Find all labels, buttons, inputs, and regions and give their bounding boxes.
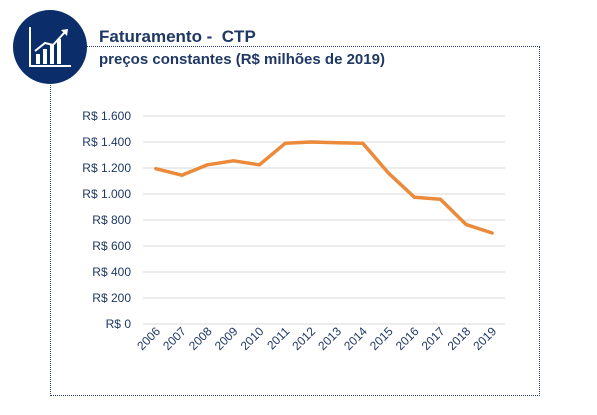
data-point (438, 197, 442, 201)
data-point (180, 173, 184, 177)
y-tick-label: R$ 400 (92, 265, 131, 279)
x-tick-label: 2011 (264, 324, 292, 352)
x-tick-label: 2015 (367, 324, 396, 353)
x-tick-label: 2010 (238, 324, 267, 353)
data-point (257, 163, 261, 167)
data-point (206, 163, 210, 167)
x-tick-label: 2019 (470, 324, 499, 353)
y-tick-label: R$ 1.600 (82, 109, 131, 123)
data-point (413, 195, 416, 199)
data-point (464, 223, 468, 227)
growth-chart-icon (29, 27, 71, 67)
y-tick-label: R$ 600 (92, 239, 131, 253)
data-point (490, 231, 494, 235)
data-point (361, 141, 365, 145)
y-tick-label: R$ 1.200 (82, 161, 131, 175)
data-point (283, 141, 287, 145)
chart-title: Faturamento - CTP (99, 27, 256, 46)
x-tick-label: 2016 (393, 324, 422, 353)
data-point (309, 140, 313, 144)
data-point (335, 141, 339, 145)
data-point (232, 159, 235, 163)
data-point (154, 167, 158, 171)
x-tick-label: 2013 (315, 324, 344, 353)
x-tick-label: 2007 (160, 324, 189, 353)
x-tick-label: 2014 (341, 324, 370, 353)
x-tick-label: 2006 (134, 324, 163, 353)
y-tick-label: R$ 0 (106, 317, 132, 331)
y-tick-label: R$ 1.000 (82, 187, 131, 201)
y-tick-label: R$ 200 (92, 291, 131, 305)
x-tick-label: 2008 (186, 324, 215, 353)
chart-frame (50, 46, 540, 396)
chart-subtitle: preços constantes (R$ milhões de 2019) (99, 51, 385, 68)
x-tick-label: 2012 (289, 324, 318, 353)
y-tick-label: R$ 1.400 (82, 135, 131, 149)
series-line (154, 140, 494, 235)
x-tick-label: 2018 (445, 324, 474, 353)
chart-badge (13, 10, 87, 84)
data-point (387, 171, 391, 175)
x-tick-label: 2017 (419, 324, 448, 353)
x-tick-label: 2009 (212, 324, 241, 353)
y-tick-label: R$ 800 (92, 213, 131, 227)
